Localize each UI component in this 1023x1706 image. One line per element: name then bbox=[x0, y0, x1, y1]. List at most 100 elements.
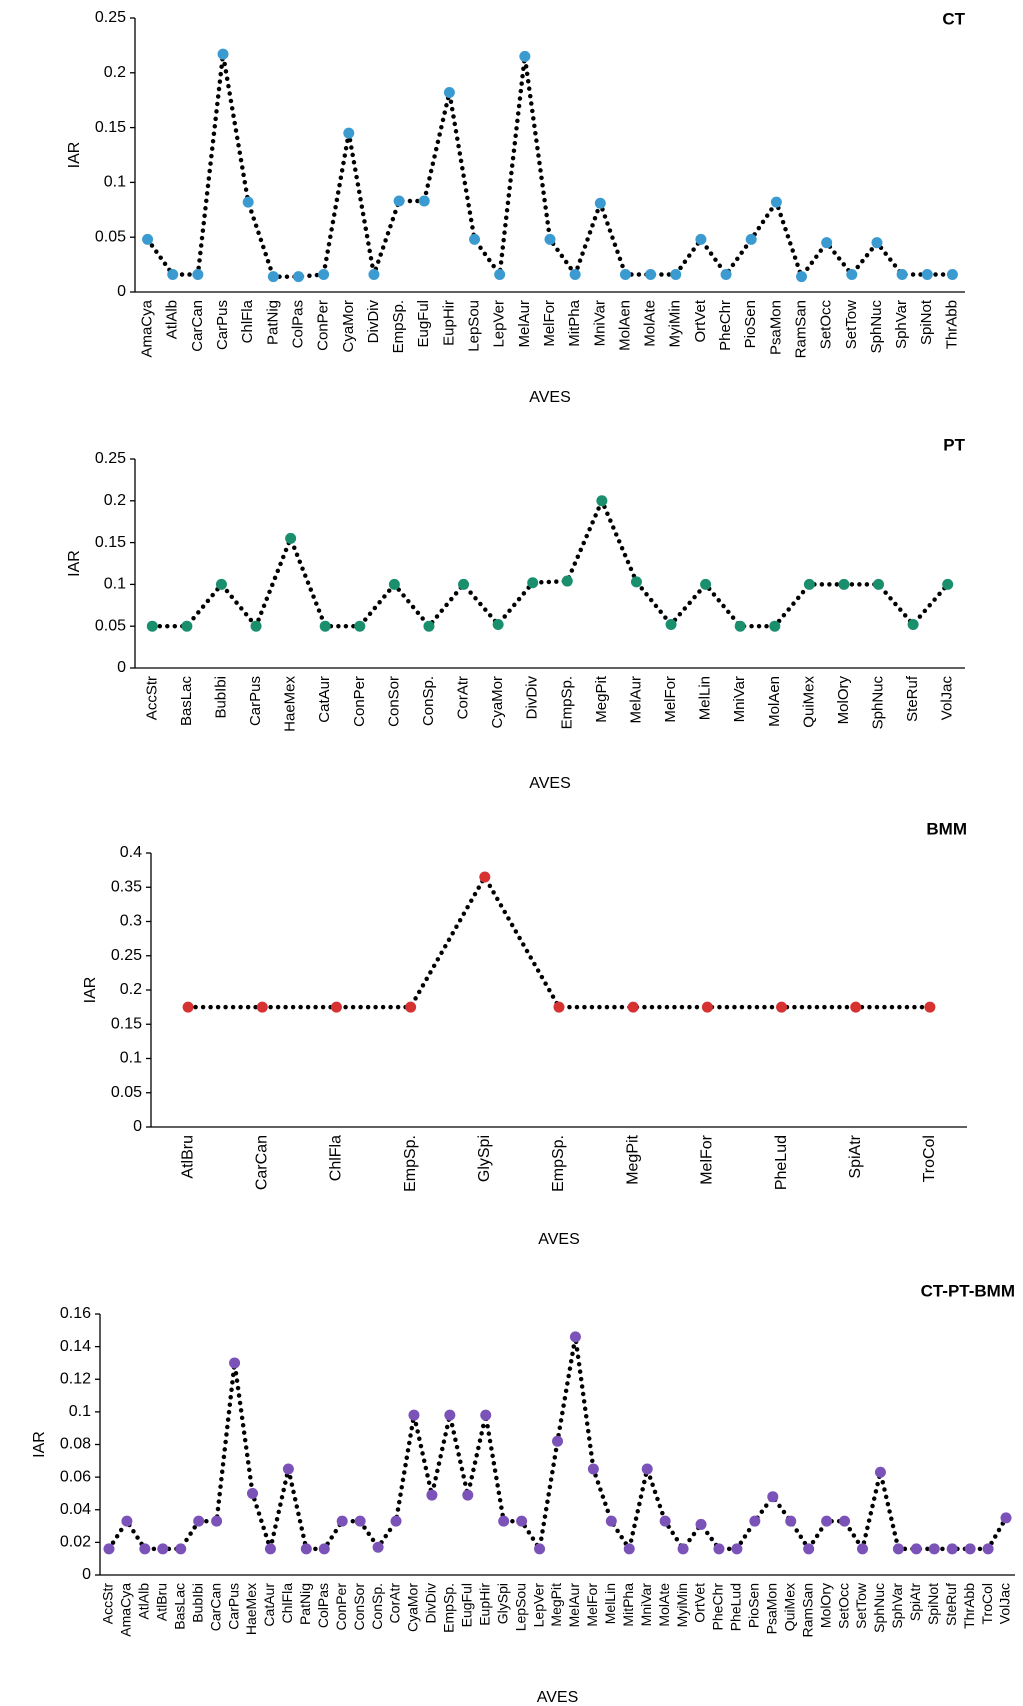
x-tick-label: CarCan bbox=[189, 300, 206, 352]
x-tick-label: PheLud bbox=[728, 1583, 744, 1631]
marker bbox=[964, 1543, 976, 1555]
x-tick-label: RamSan bbox=[792, 300, 809, 358]
x-tick-label: PheChr bbox=[710, 1583, 726, 1631]
x-tick-label: PioSen bbox=[742, 300, 759, 348]
y-tick-label: 0.04 bbox=[60, 1501, 91, 1518]
x-tick-label: EmpSp. bbox=[441, 1583, 457, 1633]
marker bbox=[300, 1543, 312, 1555]
marker bbox=[713, 1543, 725, 1555]
y-tick-label: 0.02 bbox=[60, 1534, 91, 1551]
x-tick-label: CarPus bbox=[214, 300, 231, 350]
x-tick-label: ColPas bbox=[315, 1583, 331, 1628]
y-tick-label: 0.15 bbox=[111, 1015, 142, 1032]
marker bbox=[264, 1543, 276, 1555]
marker bbox=[267, 271, 279, 283]
chart-title: BMM bbox=[926, 819, 967, 838]
x-axis-label: AVES bbox=[538, 1231, 580, 1248]
marker bbox=[594, 197, 606, 209]
x-tick-label: MegPit bbox=[624, 1134, 641, 1184]
marker bbox=[946, 268, 958, 280]
x-tick-label: PsaMon bbox=[763, 1583, 779, 1634]
x-tick-label: OrtVet bbox=[692, 1583, 708, 1623]
x-tick-label: AtlAlb bbox=[136, 1583, 152, 1620]
x-tick-label: SetOcc bbox=[835, 1583, 851, 1629]
x-tick-label: EmpSp. bbox=[558, 676, 575, 729]
x-tick-label: MelFor bbox=[584, 1583, 600, 1627]
x-tick-label: LepVer bbox=[530, 1583, 546, 1628]
x-tick-label: MolAen bbox=[616, 300, 633, 351]
marker bbox=[665, 619, 677, 631]
y-tick-label: 0 bbox=[117, 659, 126, 676]
marker bbox=[444, 1409, 456, 1421]
x-tick-label: BasLac bbox=[178, 676, 195, 727]
marker bbox=[745, 233, 757, 245]
x-tick-label: MelAur bbox=[566, 1583, 582, 1628]
marker bbox=[871, 237, 883, 249]
x-tick-label: AccStr bbox=[100, 1583, 116, 1625]
x-tick-label: ThrAbb bbox=[943, 300, 960, 349]
marker bbox=[776, 1001, 788, 1013]
y-tick-label: 0.1 bbox=[120, 1050, 142, 1067]
x-tick-label: TroCol bbox=[979, 1583, 995, 1625]
x-tick-label: DivDiv bbox=[365, 300, 382, 344]
x-tick-label: CorAtr bbox=[455, 676, 472, 719]
marker bbox=[695, 233, 707, 245]
marker bbox=[670, 268, 682, 280]
marker bbox=[839, 1515, 851, 1527]
marker bbox=[192, 268, 204, 280]
x-tick-label: MolOry bbox=[835, 676, 852, 725]
marker bbox=[142, 233, 154, 245]
x-tick-label: SteRuf bbox=[904, 675, 921, 722]
marker bbox=[330, 1001, 342, 1013]
x-tick-label: EmpSp. bbox=[402, 1135, 419, 1192]
marker bbox=[318, 268, 330, 280]
marker bbox=[215, 578, 227, 590]
x-tick-label: ChlFla bbox=[239, 299, 256, 343]
marker bbox=[553, 1001, 565, 1013]
x-tick-label: BubIbi bbox=[212, 676, 229, 719]
marker bbox=[623, 1543, 635, 1555]
marker bbox=[318, 1543, 330, 1555]
marker bbox=[587, 1463, 599, 1475]
marker bbox=[458, 578, 470, 590]
marker bbox=[946, 1543, 958, 1555]
marker bbox=[519, 50, 531, 62]
x-tick-label: GlySpi bbox=[476, 1135, 493, 1182]
marker bbox=[596, 495, 608, 507]
marker bbox=[942, 578, 954, 590]
marker bbox=[462, 1489, 474, 1501]
marker bbox=[256, 1001, 268, 1013]
marker bbox=[627, 1001, 639, 1013]
chart-title: CT bbox=[942, 9, 965, 28]
marker bbox=[368, 268, 380, 280]
marker bbox=[372, 1541, 384, 1553]
x-tick-label: CyaMor bbox=[405, 1583, 421, 1632]
marker bbox=[516, 1515, 528, 1527]
x-tick-label: LepVer bbox=[491, 300, 508, 348]
marker bbox=[418, 195, 430, 207]
y-axis-label: IAR bbox=[66, 550, 83, 577]
y-tick-label: 0.1 bbox=[104, 174, 126, 191]
y-tick-label: 0.2 bbox=[104, 64, 126, 81]
x-tick-label: CyaMor bbox=[340, 300, 357, 353]
x-tick-label: ConSor bbox=[385, 676, 402, 727]
marker bbox=[924, 1001, 936, 1013]
marker bbox=[731, 1543, 743, 1555]
marker bbox=[874, 1466, 886, 1478]
x-tick-label: ChlFla bbox=[328, 1135, 345, 1181]
marker bbox=[388, 578, 400, 590]
x-tick-label: MelAur bbox=[627, 676, 644, 724]
y-tick-label: 0.15 bbox=[95, 534, 126, 551]
marker bbox=[695, 1518, 707, 1530]
x-tick-label: PatNig bbox=[264, 300, 281, 345]
x-tick-label: MegPit bbox=[593, 675, 610, 723]
marker bbox=[850, 1001, 862, 1013]
marker bbox=[982, 1543, 994, 1555]
marker bbox=[569, 268, 581, 280]
y-tick-label: 0 bbox=[133, 1118, 142, 1135]
y-axis-label: IAR bbox=[82, 977, 99, 1004]
x-tick-label: MelAur bbox=[516, 300, 533, 348]
x-tick-label: MolOry bbox=[817, 1583, 833, 1628]
dotted-line bbox=[150, 495, 950, 631]
marker bbox=[527, 577, 539, 589]
